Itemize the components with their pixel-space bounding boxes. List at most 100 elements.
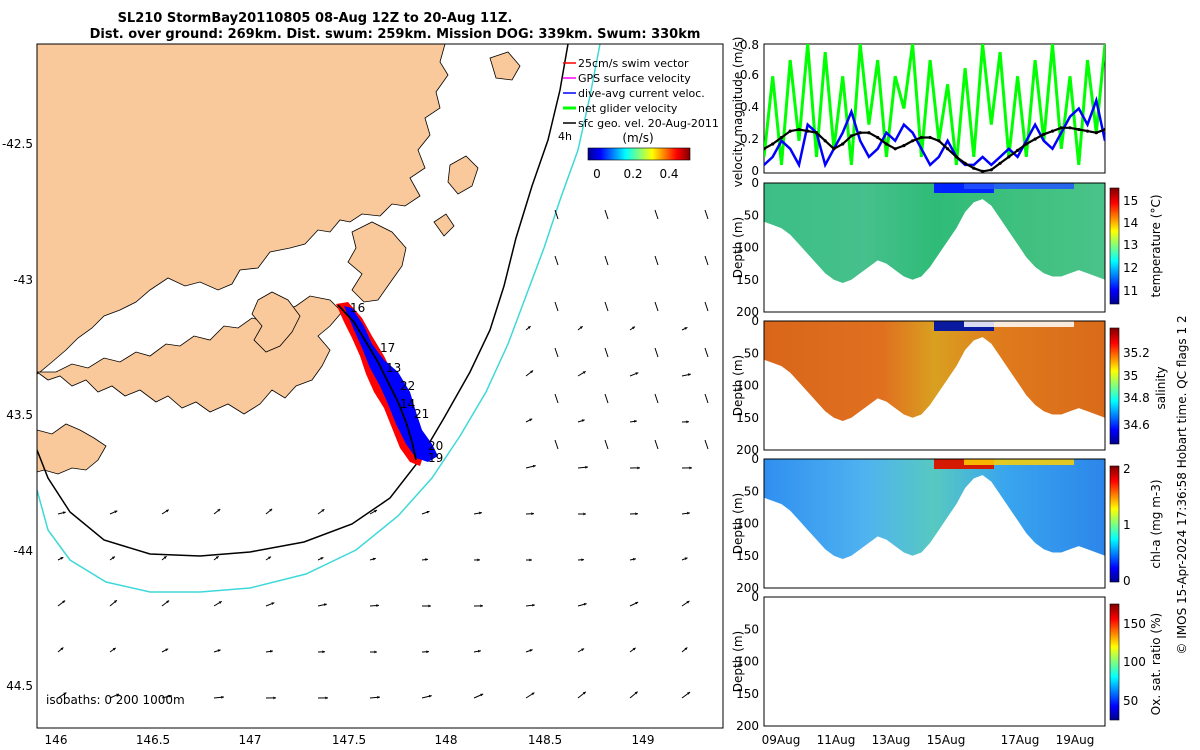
velocity-point bbox=[989, 168, 993, 172]
vector-arrowhead bbox=[62, 600, 66, 604]
velocity-yticks: 0 0.2 0.4 0.6 0.8 bbox=[740, 38, 759, 178]
map-colorbar-tick: 0.4 bbox=[659, 167, 678, 181]
oxygen-label: Ox. sat. ratio (%) bbox=[1149, 613, 1163, 715]
depth-tick: 200 bbox=[736, 719, 759, 733]
chla-frame bbox=[763, 458, 1106, 589]
velocity-point bbox=[841, 142, 845, 146]
salinity-surface-anomaly bbox=[964, 321, 1074, 327]
velocity-point bbox=[1042, 132, 1046, 136]
temperature-label: temperature (°C) bbox=[1149, 195, 1163, 298]
velocity-point bbox=[858, 131, 862, 135]
legend-gps: GPS surface velocity bbox=[578, 72, 691, 85]
temp-cbar-tick: 12 bbox=[1123, 261, 1138, 275]
vector-arrow bbox=[604, 209, 609, 220]
vector-arrowhead bbox=[425, 558, 428, 562]
velocity-series-line bbox=[764, 126, 1105, 173]
time-xtick: 13Aug bbox=[872, 733, 911, 747]
velocity-point bbox=[1085, 129, 1090, 133]
chla-surface-anomaly bbox=[964, 459, 1074, 465]
vector-arrowhead bbox=[689, 466, 692, 470]
velocity-point bbox=[1068, 126, 1072, 130]
vector-arrowhead bbox=[581, 419, 585, 423]
vector-arrowhead bbox=[166, 600, 170, 604]
velocity-point bbox=[954, 155, 959, 159]
vector-arrowhead bbox=[633, 557, 636, 561]
chla-label: chl-a (mg m-3) bbox=[1149, 479, 1163, 568]
land-bruny bbox=[251, 291, 301, 353]
land-tasmania bbox=[37, 44, 449, 375]
vector-arrowhead bbox=[218, 601, 222, 604]
depth-tick: 200 bbox=[736, 305, 759, 319]
lon-tick: 146.5 bbox=[136, 733, 170, 747]
chla-cbar-tick: 1 bbox=[1123, 518, 1131, 532]
vector-arrowhead bbox=[112, 647, 116, 651]
vector-arrow bbox=[704, 209, 709, 220]
lon-tick: 149 bbox=[632, 733, 655, 747]
temperature-field bbox=[764, 183, 1105, 283]
depth-tick: 150 bbox=[736, 549, 759, 563]
vector-arrowhead bbox=[322, 650, 325, 654]
sal-cbar-tick: 34.8 bbox=[1123, 391, 1150, 405]
vector-arrowhead bbox=[321, 509, 325, 512]
velocity-point bbox=[876, 135, 880, 140]
vector-arrowhead bbox=[687, 692, 691, 695]
vector-arrow bbox=[704, 301, 709, 312]
temperature-section: 0 50 100 150 200 Depth (m) bbox=[731, 176, 1106, 319]
vector-arrowhead bbox=[631, 326, 635, 330]
map-lon-ticks: 146 146.5 147 147.5 148 148.5 149 bbox=[45, 733, 655, 747]
depth-tick: 50 bbox=[744, 208, 759, 222]
velocity-point bbox=[1059, 126, 1063, 130]
velocity-point bbox=[1050, 129, 1055, 133]
vector-arrowhead bbox=[684, 647, 688, 651]
vector-arrowhead bbox=[583, 602, 587, 606]
lat-tick: -44 bbox=[13, 544, 33, 558]
day-label: 14 bbox=[400, 397, 415, 411]
temp-cbar-tick: 11 bbox=[1123, 284, 1138, 298]
vector-arrowhead bbox=[165, 509, 169, 513]
temperature-colorbar-group: 11 12 13 14 15 temperature (°C) bbox=[1109, 187, 1163, 305]
vector-arrow bbox=[704, 393, 709, 404]
velocity-point bbox=[849, 134, 854, 138]
velocity-point bbox=[919, 135, 924, 140]
ox-cbar-tick: 50 bbox=[1123, 694, 1138, 708]
sal-cbar-tick: 35 bbox=[1123, 369, 1138, 383]
vector-arrowhead bbox=[532, 464, 536, 468]
velocity-point bbox=[937, 139, 941, 143]
depth-tick: 200 bbox=[736, 443, 759, 457]
vector-arrowhead bbox=[635, 601, 639, 605]
day-label: 22 bbox=[400, 379, 415, 393]
vector-arrowhead bbox=[428, 694, 432, 698]
depth-tick: 0 bbox=[751, 452, 759, 466]
vector-arrow bbox=[554, 255, 559, 266]
vel-ytick: 0.8 bbox=[740, 38, 759, 52]
vector-arrowhead bbox=[215, 556, 219, 559]
vector-arrow bbox=[604, 347, 609, 358]
velocity-series-line bbox=[764, 95, 1105, 169]
velocity-point bbox=[867, 131, 871, 135]
vector-arrow bbox=[604, 301, 609, 312]
velocity-point bbox=[1094, 131, 1098, 135]
title-line-2: Dist. over ground: 269km. Dist. swum: 25… bbox=[90, 27, 701, 42]
day-label: 17 bbox=[380, 341, 395, 355]
velocity-panel: 0 0.2 0.4 0.6 0.8 velocity magnitude (m/… bbox=[731, 37, 1106, 187]
vector-arrowhead bbox=[530, 370, 534, 374]
vector-arrow bbox=[654, 393, 659, 404]
vector-arrowhead bbox=[635, 372, 639, 375]
vector-arrowhead bbox=[111, 556, 115, 560]
footer-credit: © IMOS 15-Apr-2024 17:36:58 Hobart time.… bbox=[1175, 315, 1189, 654]
legend-dive: dive-avg current veloc. bbox=[578, 87, 705, 100]
depth-tick: 200 bbox=[736, 581, 759, 595]
depth-tick: 100 bbox=[736, 655, 759, 669]
ox-cbar-tick: 100 bbox=[1123, 655, 1146, 669]
vector-arrowhead bbox=[63, 692, 67, 696]
velocity-point bbox=[823, 139, 827, 143]
vector-arrowhead bbox=[634, 419, 637, 423]
vector-arrowhead bbox=[532, 603, 535, 607]
vector-arrowhead bbox=[269, 508, 273, 512]
vector-arrowhead bbox=[163, 556, 167, 559]
vector-arrowhead bbox=[477, 558, 480, 562]
oxygen-plot-bg bbox=[764, 597, 1105, 726]
vector-arrow bbox=[654, 439, 659, 450]
vector-arrowhead bbox=[426, 650, 429, 654]
temperature-frame bbox=[763, 182, 1106, 313]
